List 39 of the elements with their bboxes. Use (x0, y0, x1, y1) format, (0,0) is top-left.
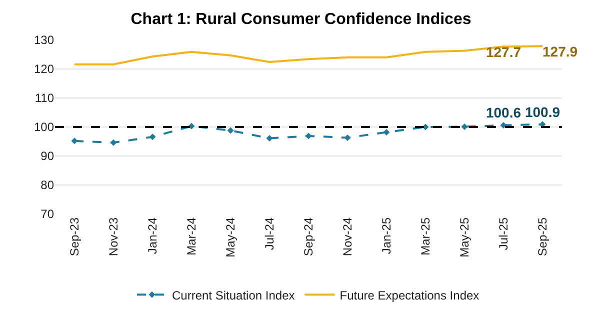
data-label: 100.9 (524, 104, 560, 120)
y-tick-label: 90 (40, 149, 54, 164)
point (461, 123, 468, 130)
x-tick-label: Sep-25 (535, 217, 550, 256)
point (500, 122, 507, 129)
x-tick-label: May-25 (457, 217, 472, 258)
x-tick-label: Jan-25 (379, 217, 394, 254)
y-tick-label: 100 (34, 120, 54, 134)
chart-title: Chart 1: Rural Consumer Confidence Indices (130, 11, 472, 28)
x-tick-label: Jul-25 (496, 217, 510, 250)
x-tick-label: Sep-24 (301, 217, 316, 256)
legend-label: Current Situation Index (172, 288, 295, 302)
point (227, 127, 234, 134)
y-tick-label: 110 (34, 91, 54, 106)
point (188, 122, 195, 130)
data-label: 100.6 (486, 104, 522, 121)
point (149, 134, 156, 140)
y-tick-label: 80 (40, 178, 54, 192)
point (266, 135, 273, 142)
x-tick-label: May-24 (223, 217, 238, 258)
y-tick-label: 70 (40, 207, 54, 222)
point (110, 139, 117, 146)
x-tick-label: Mar-24 (184, 217, 198, 256)
legend-label: Future Expectations Index (340, 288, 480, 302)
data-label: 127.7 (486, 44, 522, 60)
point (344, 134, 351, 141)
y-tick-label: 130 (34, 33, 54, 48)
point (71, 138, 78, 144)
x-tick-label: Nov-23 (106, 217, 120, 256)
x-tick-label: Jan-24 (145, 217, 160, 254)
data-label: 127.9 (542, 44, 578, 60)
point (383, 128, 390, 136)
x-tick-label: Sep-23 (67, 217, 82, 256)
line-series (74, 45, 544, 66)
point (305, 132, 312, 140)
x-tick-label: Jul-24 (262, 217, 276, 250)
x-tick-label: Mar-25 (418, 217, 432, 256)
y-tick-label: 120 (34, 62, 54, 76)
x-tick-label: Nov-24 (340, 217, 354, 256)
